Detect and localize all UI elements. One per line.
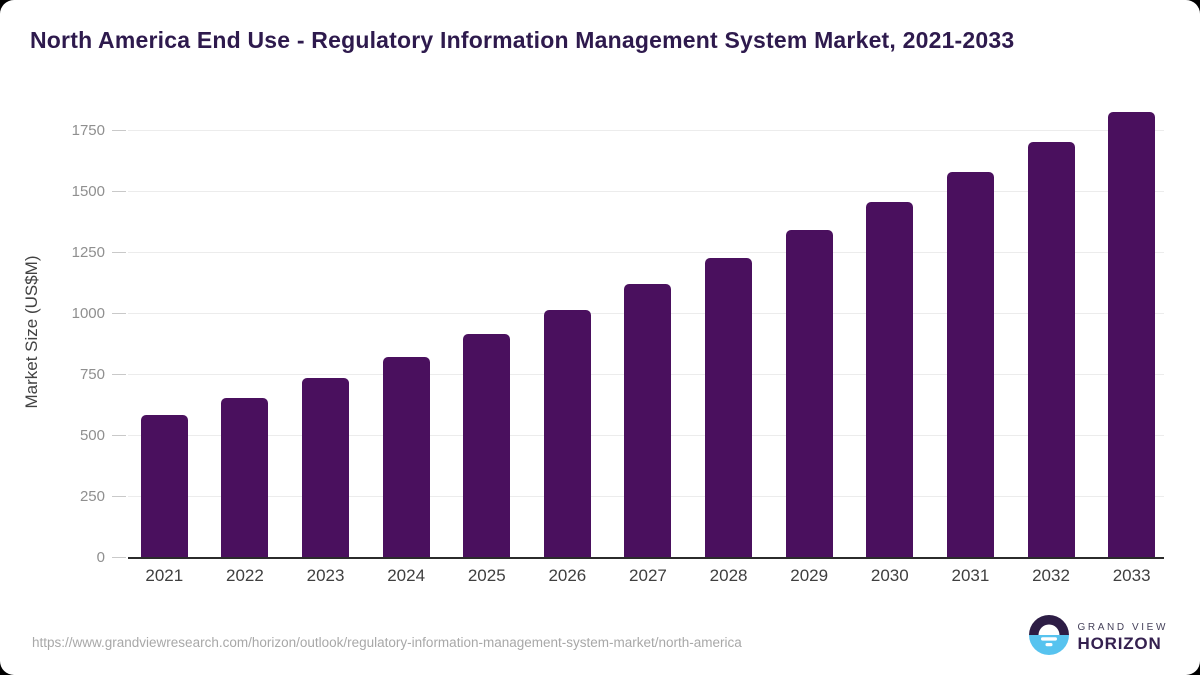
- bar-2025: [463, 334, 511, 558]
- x-tick-label: 2027: [629, 566, 667, 585]
- bar-slot: [124, 104, 205, 558]
- y-tick-mark: [112, 191, 126, 192]
- y-tick-mark: [112, 130, 126, 131]
- bar-2023: [302, 378, 350, 558]
- y-tick-label: 250: [79, 488, 105, 505]
- x-tick-label: 2023: [306, 566, 345, 585]
- y-tick-label: 1250: [71, 244, 105, 261]
- x-tick-label: 2029: [790, 566, 829, 585]
- bar-2032: [1027, 141, 1075, 558]
- y-tick-mark: [112, 496, 126, 497]
- y-tick-label: 0: [96, 549, 105, 566]
- bar-slot: [849, 104, 930, 558]
- y-tick-label: 500: [79, 427, 105, 444]
- y-axis: 0 250 500 750 1000 1250 1500 1750: [40, 104, 126, 566]
- x-tick-label: 2033: [1112, 566, 1151, 585]
- bar-2028: [705, 257, 753, 558]
- x-tick-label: 2026: [548, 566, 587, 585]
- y-tick-label: 750: [79, 366, 105, 383]
- logo-horizon: HORIZON: [1077, 633, 1162, 653]
- x-tick-label: 2021: [145, 566, 184, 585]
- bar-2022: [221, 398, 269, 558]
- y-tick-mark: [112, 252, 126, 253]
- bar-slot: [527, 104, 608, 558]
- bar-slot: [1091, 104, 1172, 558]
- gridline: [128, 191, 1164, 192]
- bar-slot: [1011, 104, 1092, 558]
- x-tick-label: 2031: [951, 566, 990, 585]
- chart-title: North America End Use - Regulatory Infor…: [30, 27, 1015, 53]
- bar-slot: [769, 104, 850, 558]
- horizon-sunrise-icon: [1028, 615, 1069, 660]
- bar-slot: [366, 104, 447, 558]
- bar-slot: [688, 104, 769, 558]
- x-tick-label: 2028: [709, 566, 748, 585]
- bar-2030: [866, 201, 914, 558]
- y-tick-mark: [112, 557, 126, 558]
- bar-2031: [946, 172, 994, 558]
- bar-slot: [285, 104, 366, 558]
- y-axis-title: Market Size (US$M): [22, 255, 41, 409]
- x-tick-label: 2025: [467, 566, 506, 585]
- x-tick-label: 2024: [387, 566, 426, 585]
- x-tick-label: 2022: [226, 566, 264, 585]
- bar-slot: [608, 104, 689, 558]
- gridline: [128, 252, 1164, 253]
- bar-2024: [382, 357, 430, 558]
- x-tick-label: 2032: [1032, 566, 1070, 585]
- bar-2026: [543, 309, 591, 558]
- y-tick-mark: [112, 435, 126, 436]
- plot-area: [124, 104, 1172, 559]
- x-axis-line: [128, 557, 1164, 559]
- bars-container: [124, 104, 1172, 558]
- x-tick-label: 2030: [870, 566, 909, 585]
- y-tick-mark: [112, 374, 126, 375]
- bar-2021: [140, 414, 188, 558]
- y-tick-label: 1500: [71, 183, 105, 200]
- bar-slot: [930, 104, 1011, 558]
- logo-grand-view: GRAND VIEW: [1077, 621, 1168, 633]
- logo-text: GRAND VIEW HORIZON: [1078, 622, 1168, 654]
- bar-2029: [785, 229, 833, 558]
- y-tick-label: 1000: [71, 305, 105, 322]
- grand-view-horizon-logo: GRAND VIEW HORIZON: [1028, 615, 1168, 660]
- gridline: [128, 130, 1164, 131]
- bar-2033: [1108, 111, 1156, 558]
- bar-slot: [446, 104, 527, 558]
- x-axis-labels: 2021 2022 2023 2024 2025 2026 2027 2028 2029 2030…: [124, 566, 1172, 586]
- bar-slot: [205, 104, 286, 558]
- y-tick-mark: [112, 313, 126, 314]
- bar-chart: Market Size (US$M) 0 250 500 750 1000 1250 150…: [0, 104, 1200, 604]
- bar-2027: [624, 284, 672, 558]
- source-url: https://www.grandviewresearch.com/horizo…: [32, 635, 742, 650]
- y-tick-label: 1750: [71, 122, 105, 139]
